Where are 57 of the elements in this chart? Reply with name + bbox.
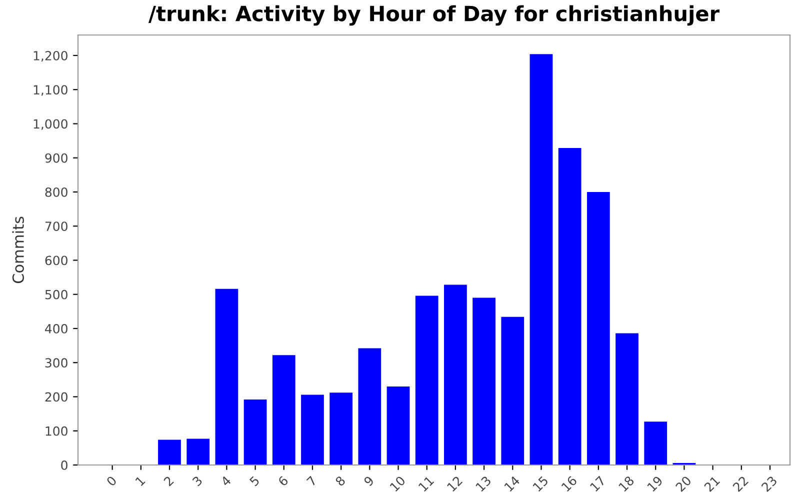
bar xyxy=(358,348,382,465)
bar xyxy=(415,296,438,465)
bar xyxy=(215,288,238,465)
x-tick-label: 6 xyxy=(278,475,289,487)
y-tick-label: 200 xyxy=(45,392,68,402)
x-tick-label: 2 xyxy=(163,476,174,486)
bar xyxy=(301,394,324,465)
y-tick-label: 1,200 xyxy=(34,50,68,62)
y-tick-label: 100 xyxy=(46,426,68,436)
x-tick-label: 0 xyxy=(106,475,118,487)
bar xyxy=(272,355,296,465)
bar xyxy=(444,284,467,465)
bar xyxy=(501,316,524,465)
x-tick-label: 19 xyxy=(646,476,664,492)
y-tick-label: 600 xyxy=(45,256,68,266)
bar xyxy=(558,148,582,465)
y-tick-label: 1,100 xyxy=(34,85,68,96)
y-tick-label: 500 xyxy=(45,290,68,300)
x-tick-label: 1 xyxy=(135,476,146,486)
bar xyxy=(386,386,410,465)
x-tick-label: 17 xyxy=(590,476,606,492)
bar xyxy=(158,440,181,465)
y-tick-label: 700 xyxy=(45,222,68,232)
bar xyxy=(472,298,496,465)
x-tick-label: 23 xyxy=(760,476,778,492)
bar xyxy=(586,192,610,465)
y-tick-label: 900 xyxy=(45,153,68,163)
y-tick-label: 400 xyxy=(45,324,68,334)
x-tick-label: 8 xyxy=(334,475,346,487)
x-tick-label: 3 xyxy=(192,476,203,487)
bar xyxy=(244,399,267,465)
y-tick-label: 800 xyxy=(45,187,68,197)
x-tick-label: 16 xyxy=(561,475,578,492)
x-tick-label: 9 xyxy=(363,476,374,487)
bar xyxy=(330,392,353,465)
x-tick-label: 20 xyxy=(675,475,692,492)
y-tick-label: 0 xyxy=(61,460,68,470)
x-tick-label: 22 xyxy=(732,476,749,492)
x-tick-label: 5 xyxy=(249,476,260,487)
x-tick-label: 10 xyxy=(389,475,406,492)
x-tick-label: 15 xyxy=(532,476,549,492)
x-tick-label: 18 xyxy=(618,475,635,492)
bar xyxy=(530,54,553,465)
x-tick-label: 4 xyxy=(220,475,232,487)
x-tick-label: 13 xyxy=(475,476,492,492)
bar xyxy=(644,422,668,465)
x-tick-label: 12 xyxy=(446,476,463,492)
x-tick-label: 14 xyxy=(504,475,520,492)
x-tick-label: 7 xyxy=(306,476,317,486)
y-axis-title: Commits xyxy=(12,216,24,284)
chart-title: /trunk: Activity by Hour of Day for christianhujer xyxy=(148,5,720,26)
y-tick-label: 300 xyxy=(45,358,68,368)
y-tick-label: 1,000 xyxy=(34,119,68,130)
x-tick-label: 21 xyxy=(704,476,720,492)
bar xyxy=(186,438,210,465)
bar xyxy=(616,333,638,465)
x-tick-label: 11 xyxy=(418,476,434,492)
